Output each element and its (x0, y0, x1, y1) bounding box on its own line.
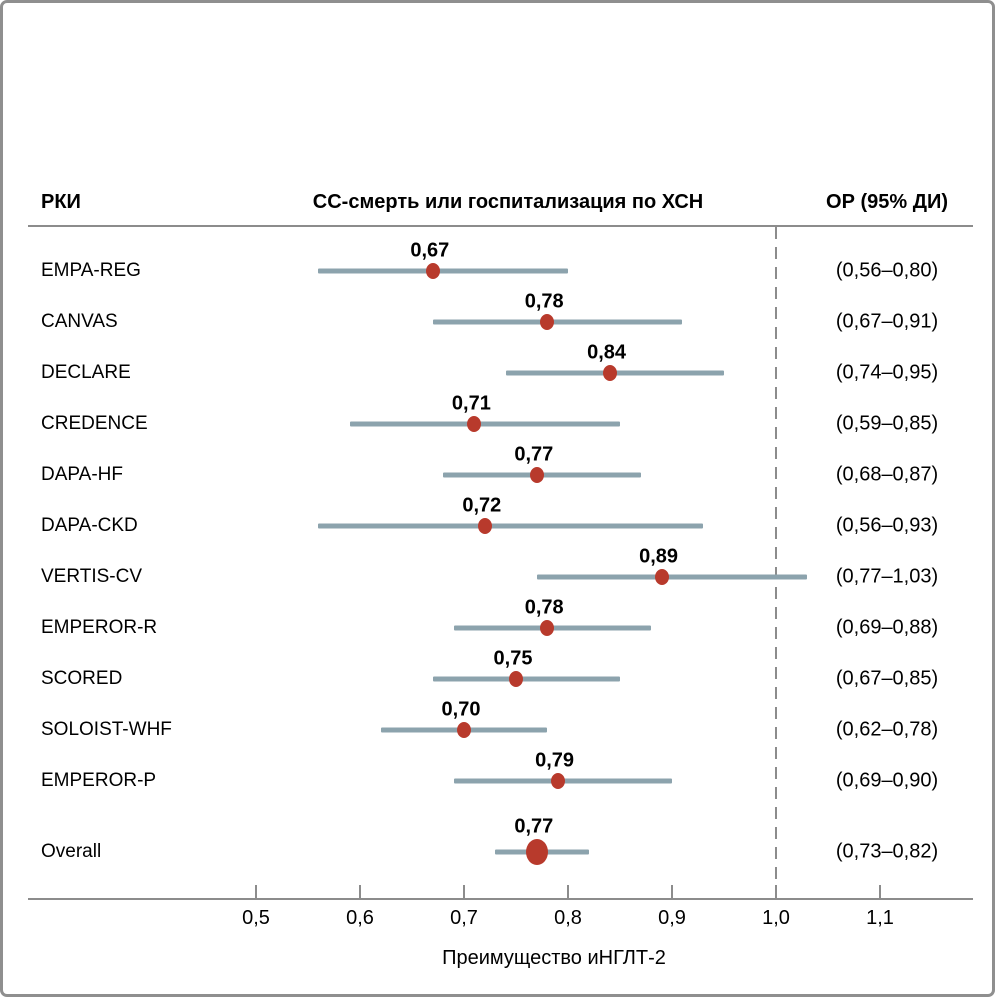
trial-label: Overall (41, 841, 102, 862)
chart-title: СС-смерть или госпитализация по ХСН (312, 191, 704, 213)
reference-line (775, 227, 777, 898)
estimate-label: 0,75 (493, 647, 533, 670)
estimate-dot (540, 620, 555, 636)
estimate-dot (525, 839, 548, 865)
x-axis-tick-label: 0,9 (658, 907, 686, 929)
ci-text: (0,67–0,85) (835, 667, 939, 690)
estimate-dot (602, 365, 617, 381)
trial-label: SCORED (41, 668, 123, 689)
estimate-label: 0,77 (514, 815, 554, 838)
ci-text: (0,56–0,93) (835, 514, 939, 537)
estimate-dot (425, 263, 440, 279)
x-axis-line (28, 898, 973, 900)
ci-line (536, 574, 808, 580)
ci-text: (0,56–0,80) (835, 259, 939, 282)
ci-line (349, 421, 620, 427)
x-axis-tick-label: 0,5 (242, 907, 270, 929)
ci-text: (0,62–0,78) (835, 718, 939, 741)
estimate-label: 0,84 (587, 341, 627, 364)
estimate-dot (654, 569, 669, 585)
header-separator-line (28, 225, 973, 227)
ci-text: (0,69–0,90) (835, 769, 939, 792)
x-axis-label: Преимущество иНГЛТ-2 (442, 947, 666, 969)
x-axis-tick (359, 885, 361, 898)
estimate-label: 0,78 (524, 290, 564, 313)
estimate-label: 0,78 (524, 596, 564, 619)
x-axis-tick (775, 885, 777, 898)
trial-label: CREDENCE (41, 413, 148, 434)
ci-text: (0,67–0,91) (835, 310, 939, 333)
trial-label: DAPA-HF (41, 464, 123, 485)
ci-text: (0,73–0,82) (835, 840, 939, 863)
trial-label: SOLOIST-WHF (41, 719, 172, 740)
estimate-label: 0,77 (514, 443, 554, 466)
ci-line (432, 319, 683, 325)
estimate-dot (467, 416, 482, 432)
ci-line (318, 523, 704, 529)
x-axis-tick (879, 885, 881, 898)
ci-line (432, 676, 620, 682)
trial-label: EMPEROR-P (41, 770, 157, 791)
column-header-trial: РКИ (41, 191, 81, 213)
x-axis-tick (463, 885, 465, 898)
x-axis-tick (567, 885, 569, 898)
ci-text: (0,74–0,95) (835, 361, 939, 384)
estimate-dot (477, 518, 492, 534)
trial-label: CANVAS (41, 311, 118, 332)
x-axis-tick-label: 0,6 (346, 907, 374, 929)
estimate-label: 0,70 (441, 698, 481, 721)
ci-text: (0,77–1,03) (835, 565, 939, 588)
estimate-dot (529, 467, 544, 483)
ci-text: (0,69–0,88) (835, 616, 939, 639)
estimate-label: 0,79 (535, 749, 575, 772)
trial-label: EMPA-REG (41, 260, 141, 281)
estimate-label: 0,72 (462, 494, 502, 517)
ci-text: (0,59–0,85) (835, 412, 939, 435)
estimate-label: 0,89 (639, 545, 679, 568)
estimate-dot (509, 671, 523, 687)
x-axis-tick (255, 885, 257, 898)
estimate-label: 0,71 (451, 392, 491, 415)
estimate-label: 0,67 (410, 239, 450, 262)
x-axis-tick (671, 885, 673, 898)
column-header-effect: ОР (95% ДИ) (826, 191, 948, 213)
ci-line (318, 268, 568, 274)
estimate-dot (457, 722, 471, 738)
estimate-dot (550, 773, 565, 789)
trial-label: VERTIS-CV (41, 566, 143, 587)
x-axis-tick-label: 0,8 (554, 907, 582, 929)
trial-label: EMPEROR-R (41, 617, 158, 638)
trial-label: DECLARE (41, 362, 131, 383)
x-axis-tick-label: 1,0 (762, 907, 790, 929)
x-axis-tick-label: 0,7 (450, 907, 478, 929)
estimate-dot (540, 314, 555, 330)
x-axis-tick-label: 1,1 (866, 907, 894, 929)
trial-label: DAPA-CKD (41, 515, 138, 536)
ci-text: (0,68–0,87) (835, 463, 939, 486)
